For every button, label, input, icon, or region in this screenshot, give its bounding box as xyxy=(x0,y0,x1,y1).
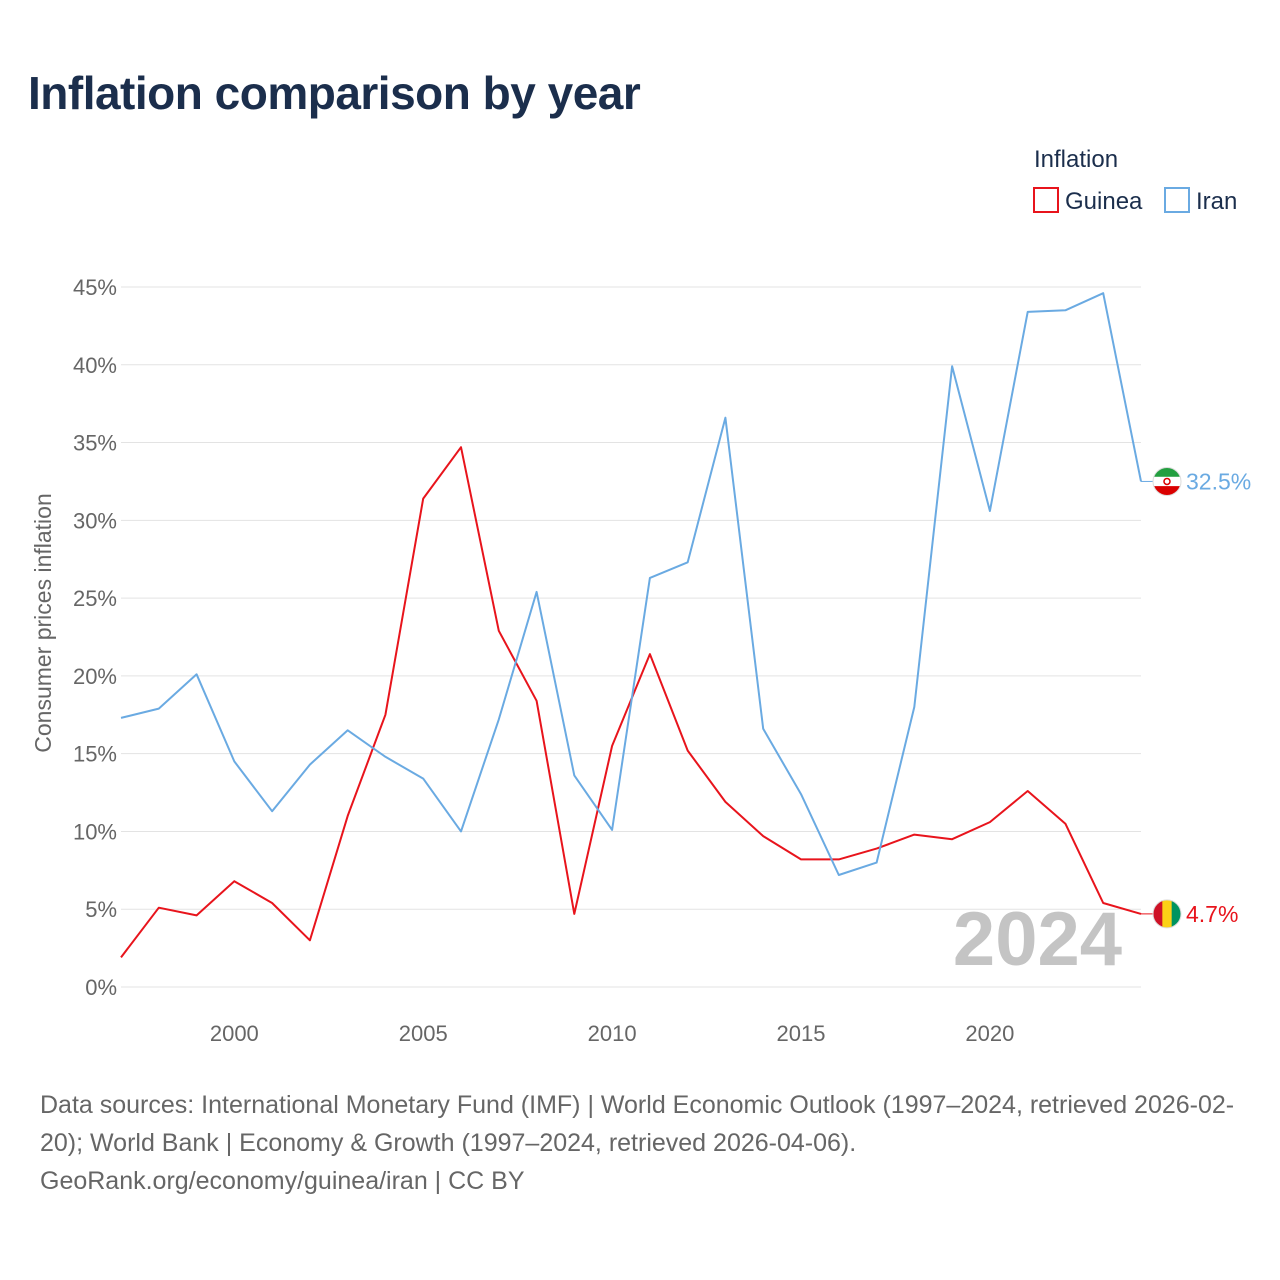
y-tick-label-45: 45% xyxy=(73,275,117,300)
x-tick-label-2000: 2000 xyxy=(210,1021,259,1046)
end-value-label-guinea: 4.7% xyxy=(1186,901,1238,927)
gridlines xyxy=(121,286,1141,988)
x-tick-label-2005: 2005 xyxy=(399,1021,448,1046)
flag-marker-guinea xyxy=(1152,899,1182,929)
data-sources: Data sources: International Monetary Fun… xyxy=(40,1091,1235,1157)
legend-swatch-iran[interactable] xyxy=(1164,187,1190,213)
y-tick-label-35: 35% xyxy=(73,431,117,456)
legend-label-guinea[interactable]: Guinea xyxy=(1065,188,1143,215)
legend-swatch-guinea[interactable] xyxy=(1033,187,1059,213)
legend-title: Inflation xyxy=(1034,146,1118,173)
legend: Inflation Guinea Iran xyxy=(1033,146,1237,215)
chart-title: Inflation comparison by year xyxy=(28,67,641,119)
legend-label-iran[interactable]: Iran xyxy=(1196,188,1237,215)
y-axis-ticks: 0% 5% 10% 15% 20% 25% 30% 35% 40% 45% xyxy=(73,275,117,1000)
x-tick-label-2020: 2020 xyxy=(965,1021,1014,1046)
year-watermark: 2024 xyxy=(953,897,1122,982)
y-tick-label-40: 40% xyxy=(73,353,117,378)
end-markers: 4.7% 32.5% xyxy=(1141,466,1251,929)
y-tick-label-25: 25% xyxy=(73,586,117,611)
y-axis-label: Consumer prices inflation xyxy=(30,493,56,753)
y-tick-label-5: 5% xyxy=(85,897,117,922)
y-tick-label-0: 0% xyxy=(85,975,117,1000)
y-tick-label-30: 30% xyxy=(73,508,117,533)
y-tick-label-10: 10% xyxy=(73,819,117,844)
series-lines xyxy=(120,292,1142,959)
flag-marker-iran xyxy=(1152,466,1182,496)
x-tick-label-2010: 2010 xyxy=(588,1021,637,1046)
end-value-label-iran: 32.5% xyxy=(1186,468,1251,494)
y-tick-label-15: 15% xyxy=(73,742,117,767)
y-tick-label-20: 20% xyxy=(73,664,117,689)
credit-link[interactable]: GeoRank.org/economy/guinea/iran | CC BY xyxy=(40,1167,525,1195)
series-line-iran[interactable] xyxy=(120,292,1142,876)
line-chart: 0% 5% 10% 15% 20% 25% 30% 35% 40% 45% 2000 2005 201… xyxy=(30,146,1251,1046)
footer: Data sources: International Monetary Fun… xyxy=(40,1086,1250,1200)
x-axis-ticks: 2000 2005 2010 2015 2020 xyxy=(210,1021,1015,1046)
x-tick-label-2015: 2015 xyxy=(777,1021,826,1046)
